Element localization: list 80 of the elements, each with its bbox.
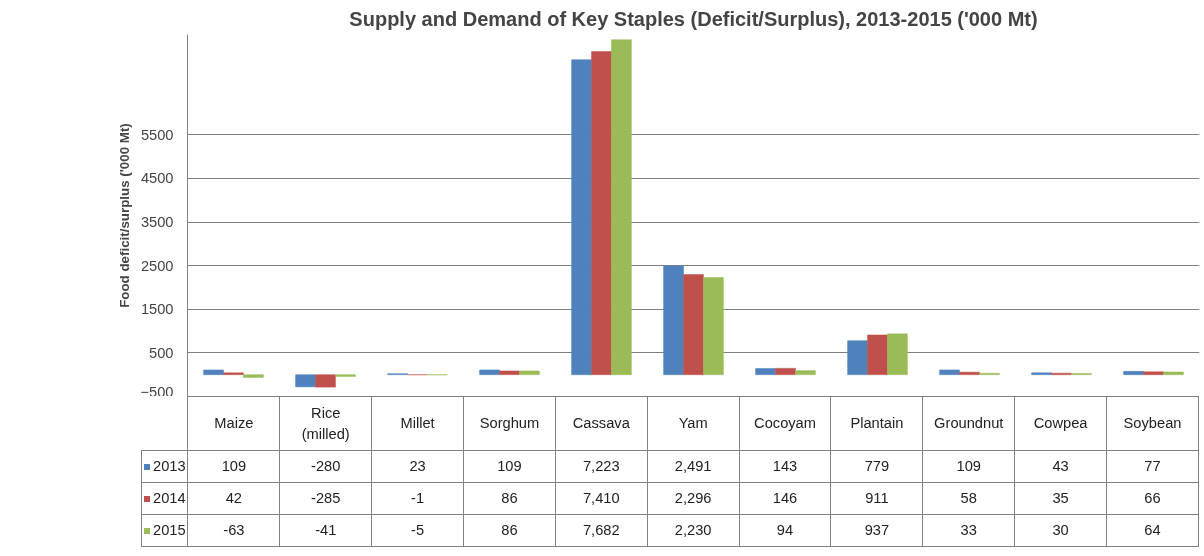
bar — [315, 374, 336, 388]
data-label: 35 — [1014, 482, 1107, 515]
data-label: 77 — [1106, 450, 1199, 483]
x-tick-label: Soybean — [1106, 396, 1199, 451]
bar — [887, 333, 908, 375]
data-label: 42 — [187, 482, 280, 515]
data-label: 2,491 — [647, 450, 740, 483]
bar — [683, 274, 704, 375]
data-label: 146 — [739, 482, 831, 515]
y-tick-label: 1500 — [140, 301, 174, 318]
data-label: 86 — [463, 514, 556, 547]
data-label: 2,230 — [647, 514, 740, 547]
x-tick-label: Sorghum — [463, 396, 556, 451]
bar — [1123, 371, 1144, 375]
bar — [611, 39, 632, 375]
x-tick-label: Rice (milled) — [279, 396, 372, 451]
bar — [1143, 371, 1164, 375]
data-label: 64 — [1106, 514, 1199, 547]
data-label: 7,223 — [555, 450, 648, 483]
bar — [703, 277, 724, 375]
data-label: -285 — [279, 482, 372, 515]
legend-label: 2015 — [141, 514, 188, 547]
legend-label: 2013 — [141, 450, 188, 483]
data-label: 58 — [922, 482, 1015, 515]
bar — [755, 368, 776, 375]
data-label: 7,410 — [555, 482, 648, 515]
data-label: 43 — [1014, 450, 1107, 483]
data-label: -63 — [187, 514, 280, 547]
bar — [479, 369, 500, 375]
data-label: -41 — [279, 514, 372, 547]
x-tick-label: Cocoyam — [739, 396, 831, 451]
bar — [847, 340, 868, 375]
bar — [775, 368, 796, 375]
legend-label: 2014 — [141, 482, 188, 515]
bar — [663, 265, 684, 375]
data-label: 30 — [1014, 514, 1107, 547]
bar — [519, 370, 540, 375]
data-label: 66 — [1106, 482, 1199, 515]
y-tick-label: 4500 — [140, 170, 174, 187]
data-label: 911 — [830, 482, 923, 515]
x-tick-label: Millet — [371, 396, 464, 451]
bar — [795, 370, 816, 375]
y-axis-title: Food deficit/surplus ('000 Mt) — [117, 123, 133, 308]
bar — [591, 51, 612, 375]
bar — [959, 371, 980, 375]
x-tick-label: Cowpea — [1014, 396, 1107, 451]
y-tick-label: 5500 — [140, 126, 174, 143]
x-tick-label: Yam — [647, 396, 740, 451]
data-label: 2,296 — [647, 482, 740, 515]
bar — [203, 369, 224, 375]
data-label: 33 — [922, 514, 1015, 547]
data-label: -280 — [279, 450, 372, 483]
data-label: 109 — [922, 450, 1015, 483]
chart-title: Supply and Demand of Key Staples (Deficit/Surplus), 2013-2015 ('000 Mt) — [349, 7, 1038, 30]
bar — [243, 374, 264, 378]
data-label: 109 — [463, 450, 556, 483]
y-tick-label: 500 — [149, 344, 174, 361]
x-tick-label: Cassava — [555, 396, 648, 451]
x-tick-label: Groundnut — [922, 396, 1015, 451]
data-label: 7,682 — [555, 514, 648, 547]
x-tick-label: Maize — [187, 396, 280, 451]
data-label: 143 — [739, 450, 831, 483]
y-tick-label: 3500 — [140, 214, 174, 231]
bar — [499, 370, 520, 375]
data-label: 779 — [830, 450, 923, 483]
x-tick-label: Plantain — [830, 396, 923, 451]
bar — [1163, 371, 1184, 375]
data-label: -1 — [371, 482, 464, 515]
data-label: 23 — [371, 450, 464, 483]
data-label: 109 — [187, 450, 280, 483]
y-tick-label: −500 — [140, 383, 174, 400]
bar — [295, 374, 316, 388]
data-label: 94 — [739, 514, 831, 547]
data-label: 937 — [830, 514, 923, 547]
bar — [867, 334, 888, 375]
data-label: -5 — [371, 514, 464, 547]
bar — [571, 59, 592, 375]
y-tick-label: 2500 — [140, 257, 174, 274]
bar — [939, 369, 960, 375]
data-label: 86 — [463, 482, 556, 515]
